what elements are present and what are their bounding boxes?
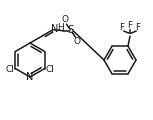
Text: F: F — [127, 21, 132, 30]
Text: S: S — [68, 25, 74, 35]
Text: Cl: Cl — [5, 65, 14, 73]
Text: F: F — [135, 23, 141, 32]
Text: N: N — [26, 72, 34, 83]
Text: H: H — [58, 23, 64, 32]
Text: O: O — [62, 15, 69, 24]
Text: F: F — [119, 23, 125, 32]
Text: N: N — [51, 24, 58, 34]
Text: O: O — [73, 37, 80, 46]
Text: Cl: Cl — [46, 65, 55, 73]
